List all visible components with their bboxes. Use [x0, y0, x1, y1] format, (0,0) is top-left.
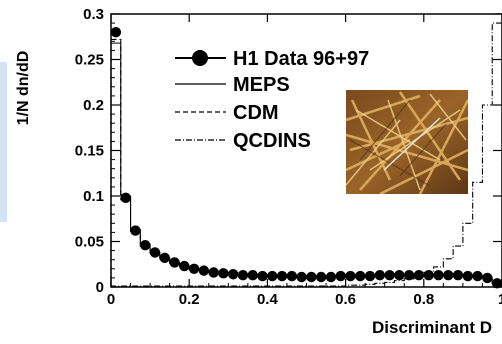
legend-label-qcdins: QCDINS [233, 130, 311, 152]
data-point [384, 269, 395, 281]
data-point [374, 269, 386, 281]
data-point [120, 192, 131, 204]
data-point [413, 269, 425, 281]
y-tick-label: 0 [96, 279, 104, 296]
data-points [110, 27, 502, 289]
data-point [198, 265, 210, 276]
data-point [355, 270, 366, 282]
x-tick-label: 0.8 [413, 291, 434, 308]
y-ticks: 0 0.05 0.1 0.15 0.2 0.25 0.3 [75, 6, 502, 296]
data-point [208, 267, 219, 278]
legend-item-qcdins: QCDINS [175, 130, 311, 152]
data-point [247, 269, 258, 281]
data-point [462, 270, 473, 282]
data-point [227, 269, 239, 280]
x-tick-label: 0 [107, 291, 115, 308]
data-point [276, 270, 288, 282]
data-point [218, 268, 229, 279]
data-point [149, 247, 161, 258]
data-point [140, 239, 151, 251]
data-point [179, 260, 190, 272]
data-point [286, 270, 298, 282]
x-tick-label: 1 [498, 291, 502, 308]
data-point [403, 269, 415, 281]
x-tick-label: 0.4 [257, 291, 279, 308]
data-point [169, 257, 180, 268]
legend-item-cdm: CDM [175, 102, 279, 124]
legend-label-meps: MEPS [233, 74, 290, 96]
x-tick-label: 0.2 [179, 291, 200, 308]
x-ticks: 0 0.2 0.4 0.6 0.8 1 [107, 14, 502, 308]
data-point [267, 270, 278, 282]
legend-label-data: H1 Data 96+97 [233, 48, 369, 70]
data-point [237, 269, 249, 281]
y-tick-label: 0.15 [75, 143, 104, 160]
data-point [452, 269, 464, 281]
data-point [345, 270, 356, 282]
y-tick-label: 0.25 [75, 52, 104, 69]
data-point [491, 278, 502, 289]
haystack-photo [346, 90, 468, 194]
data-point [257, 270, 268, 282]
legend: H1 Data 96+97 MEPS CDM QCDINS [175, 48, 369, 152]
y-tick-label: 0.05 [75, 234, 104, 251]
data-point [443, 269, 454, 281]
data-point [296, 271, 307, 283]
data-point [394, 269, 405, 281]
x-tick-label: 0.6 [335, 291, 356, 308]
data-point [364, 270, 376, 282]
data-point [315, 271, 327, 283]
data-point [110, 27, 122, 38]
legend-item-data: H1 Data 96+97 [175, 48, 369, 70]
data-point [423, 269, 434, 281]
needle [383, 117, 441, 171]
data-point [325, 271, 337, 283]
legend-item-meps: MEPS [175, 74, 290, 96]
y-tick-label: 0.2 [83, 97, 104, 114]
data-point [130, 225, 141, 236]
data-point [482, 272, 493, 284]
data-point [159, 252, 170, 264]
data-point [472, 270, 483, 282]
data-point [335, 270, 346, 282]
data-point [306, 271, 317, 283]
legend-label-cdm: CDM [233, 102, 279, 124]
data-point [433, 269, 444, 281]
y-tick-label: 0.3 [83, 6, 104, 23]
y-axis-label: 1/N dn/dD [15, 51, 32, 126]
data-point [188, 263, 200, 274]
x-axis-label: Discriminant D [372, 318, 492, 337]
side-strip [0, 62, 7, 222]
legend-symbol-data-marker [192, 50, 208, 66]
y-tick-label: 0.1 [83, 188, 104, 205]
